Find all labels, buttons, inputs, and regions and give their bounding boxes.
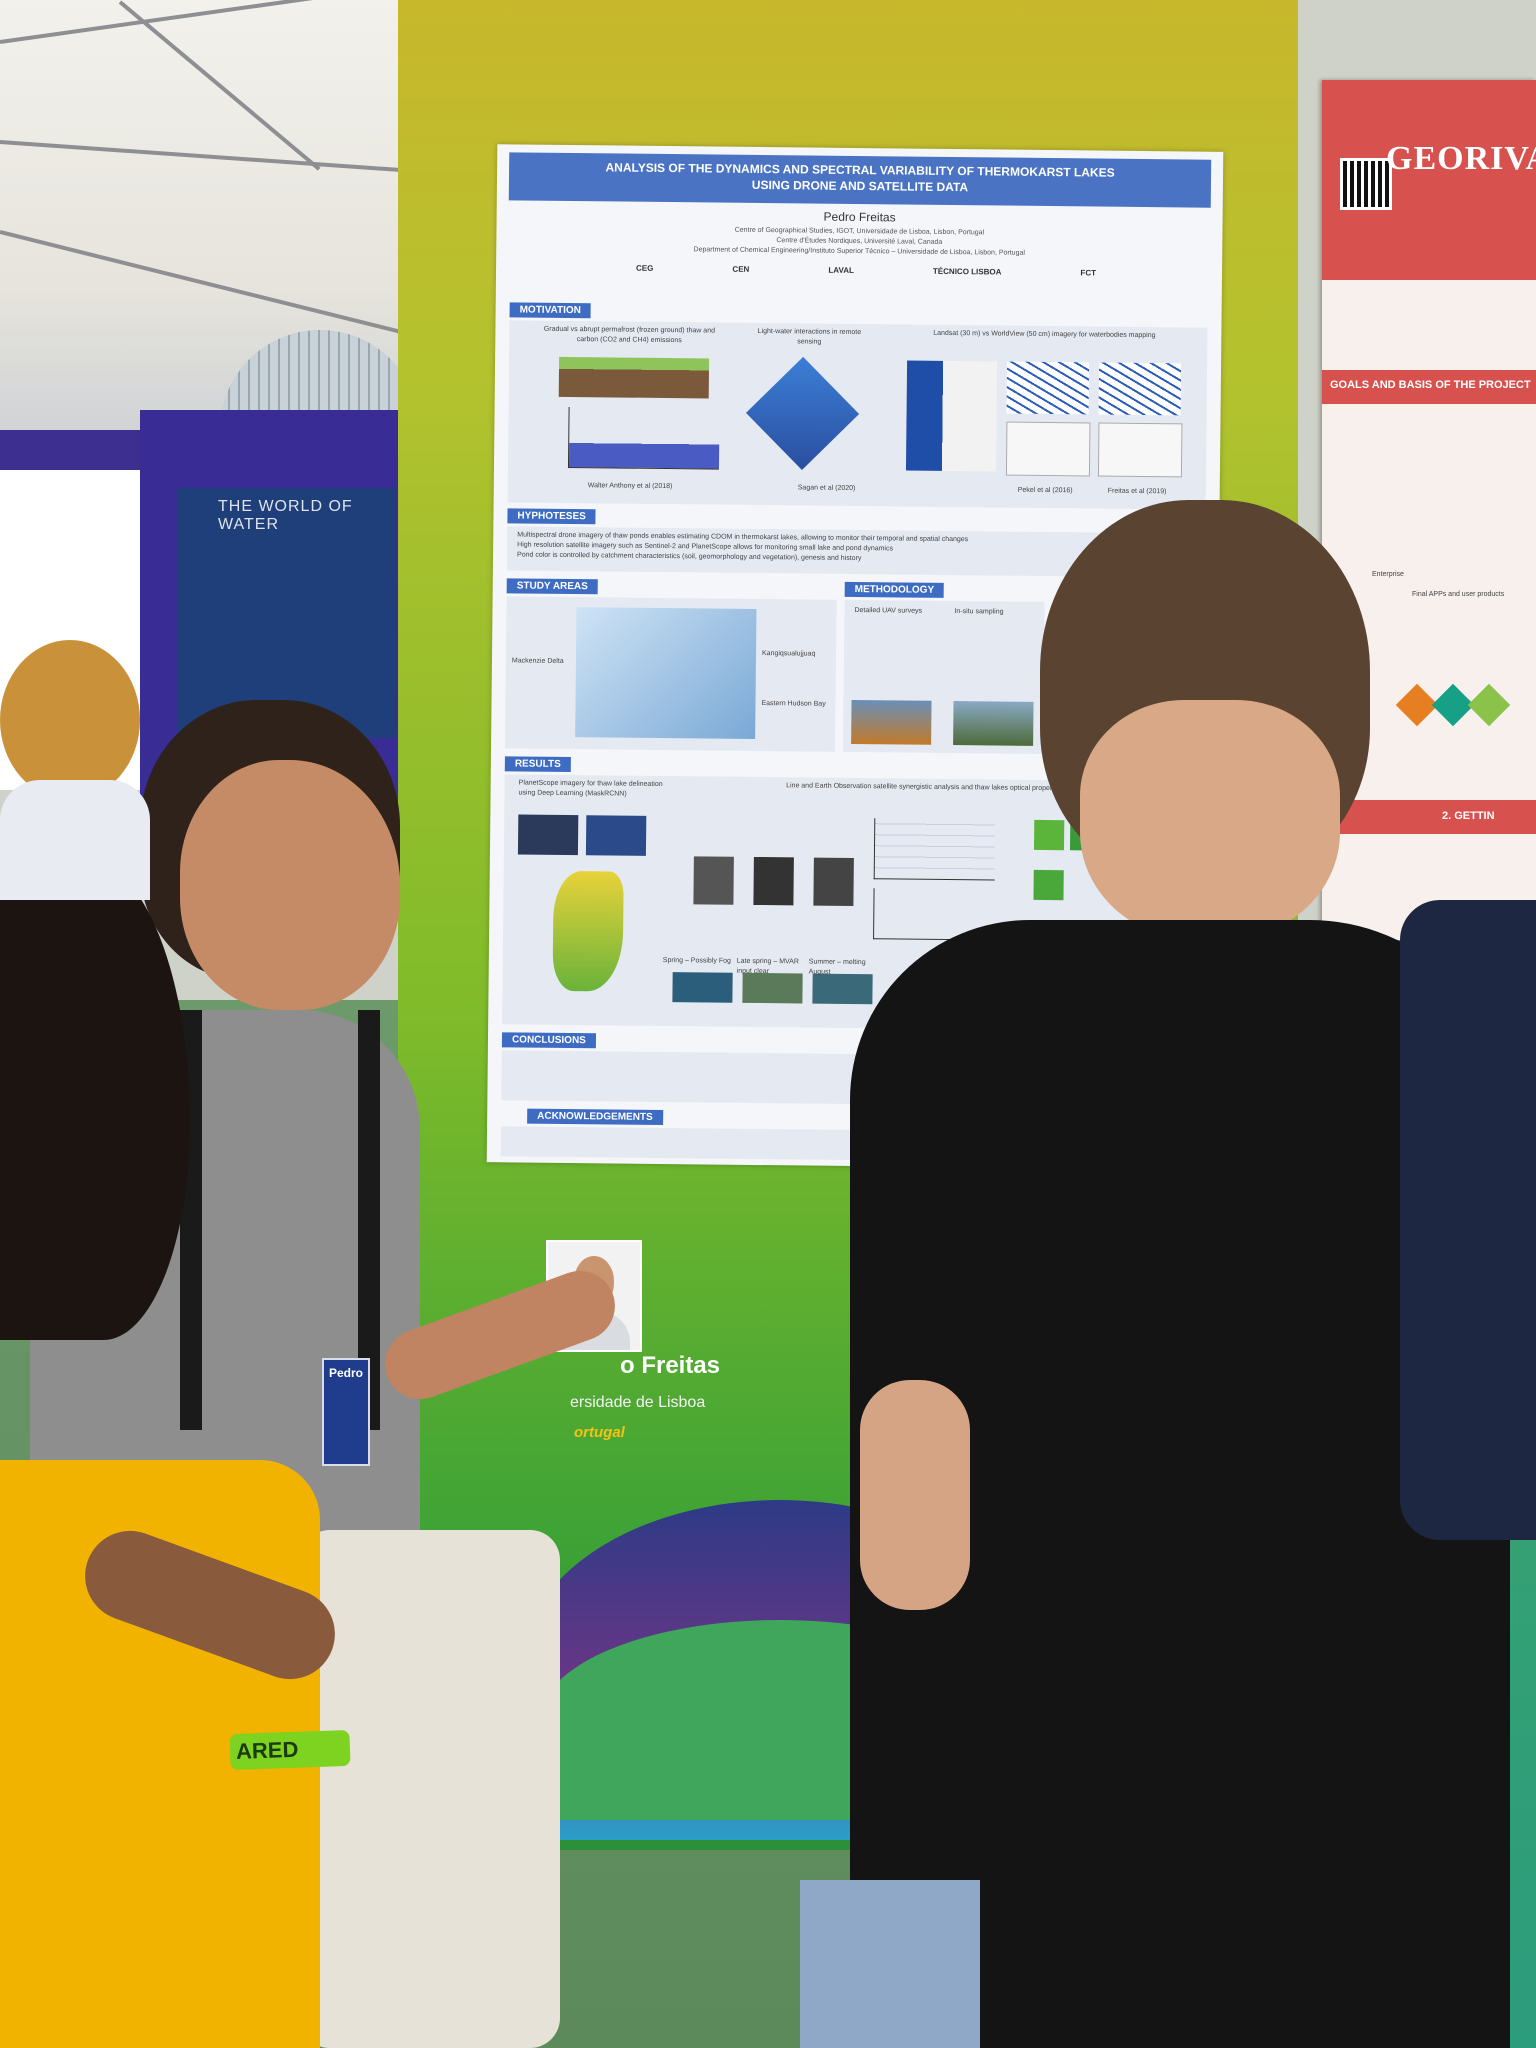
foreground-person-hair <box>0 860 190 1340</box>
motivation-reference: Sagan et al (2020) <box>797 484 856 492</box>
motivation-reference: Pekel et al (2016) <box>1017 486 1073 495</box>
season-photo <box>812 973 873 1005</box>
georivas-poster: GEORIVAS GOALS AND BASIS OF THE PROJECT … <box>1322 80 1536 940</box>
study-areas-box: Mackenzie Delta Kangiqsualujjuaq Eastern… <box>505 596 837 752</box>
drone-image <box>813 857 854 906</box>
motivation-reference: Walter Anthony et al (2018) <box>587 482 673 491</box>
event-wristband: ARED <box>229 1729 351 1771</box>
season-label: Late spring – MVAR input clear <box>736 957 799 976</box>
season-photo <box>742 972 803 1004</box>
section-acknowledgements: ACKNOWLEDGEMENTS <box>527 1108 663 1126</box>
worldview-map <box>1006 361 1090 415</box>
section-motivation: MOTIVATION <box>509 302 591 319</box>
light-water-diagram <box>745 356 860 471</box>
emissions-histogram <box>567 406 720 470</box>
method-label: Detailed UAV surveys <box>854 606 923 615</box>
presenter-university: ersidade de Lisboa <box>570 1394 706 1411</box>
drone-image <box>753 856 794 906</box>
worldview-map <box>1005 421 1091 477</box>
listener-neck <box>1080 700 1340 940</box>
ceiling-beam <box>0 230 409 336</box>
ceiling-beam <box>0 140 420 174</box>
section-results: RESULTS <box>504 756 571 773</box>
motivation-box: Gradual vs abrupt permafrost (frozen gro… <box>507 320 1208 510</box>
uav-photo <box>851 699 932 745</box>
study-area-label: Mackenzie Delta <box>511 657 564 665</box>
lake-classification-map <box>552 870 624 992</box>
section-methodology: METHODOLOGY <box>844 581 945 598</box>
poster-title: ANALYSIS OF THE DYNAMICS AND SPECTRAL VA… <box>508 152 1212 208</box>
landsat-map <box>905 360 998 472</box>
name-badge: Pedro <box>322 1358 370 1466</box>
presenter-trousers <box>300 1530 560 2048</box>
presenter-face <box>180 760 400 1010</box>
pond-tile <box>1033 869 1064 901</box>
section-conclusions: CONCLUSIONS <box>501 1032 596 1049</box>
season-label: Spring – Possibly Fog <box>662 957 731 965</box>
sampling-photo <box>953 701 1034 746</box>
tent-ceiling <box>0 0 420 480</box>
worldview-map <box>1097 422 1183 478</box>
background-person-shirt <box>0 780 150 900</box>
satellite-tile <box>585 815 647 856</box>
listener-jeans <box>800 1880 980 2048</box>
worldview-map <box>1098 362 1182 416</box>
logo-laval: LAVAL <box>828 265 854 275</box>
methodology-box: Detailed UAV surveys In-situ sampling <box>843 599 1045 754</box>
study-area-map <box>575 607 757 739</box>
qr-code-icon <box>1340 158 1392 210</box>
presenter-country: ortugal <box>574 1424 625 1441</box>
permafrost-diagram <box>558 356 710 399</box>
background-poster-title: THE WORLD OF WATER <box>218 498 353 533</box>
background-poster: THE WORLD OF WATER <box>178 488 396 738</box>
georivas-label: Final APPs and user products <box>1412 591 1505 598</box>
listener-jacket <box>1400 900 1536 1540</box>
satellite-tile <box>517 814 579 856</box>
season-photo <box>672 972 733 1003</box>
logo-tecnico: TÉCNICO LISBOA <box>932 266 1002 277</box>
results-caption: PlanetScope imagery for thaw lake deline… <box>518 779 663 798</box>
logo-cen: CEN <box>732 264 750 274</box>
method-label: In-situ sampling <box>954 608 1004 616</box>
georivas-title: GEORIVAS <box>1386 140 1536 177</box>
spectral-chart <box>873 818 996 881</box>
georivas-section-title: GOALS AND BASIS OF THE PROJECT <box>1322 370 1536 404</box>
georivas-label: Enterprise <box>1372 571 1404 578</box>
ceiling-beam <box>0 0 417 44</box>
presenter-name: o Freitas <box>620 1352 721 1379</box>
study-area-label: Kangiqsualujjuaq <box>761 650 816 658</box>
logo-ceg: CEG <box>636 263 654 273</box>
background-person-hair <box>0 640 140 800</box>
season-label: Summer – melting August <box>808 958 866 976</box>
motivation-caption: Gradual vs abrupt permafrost (frozen gro… <box>543 325 716 345</box>
poster-logos: CEG CEN LAVAL TÉCNICO LISBOA FCT <box>636 264 1096 278</box>
motivation-reference: Freitas et al (2019) <box>1107 487 1167 496</box>
study-area-label: Eastern Hudson Bay <box>761 700 826 708</box>
app-icon <box>1467 683 1511 727</box>
motivation-caption: Light-water interactions in remote sensi… <box>757 327 862 346</box>
drone-image <box>693 856 734 905</box>
section-study-areas: STUDY AREAS <box>506 578 598 595</box>
ceiling-beam <box>118 0 321 171</box>
georivas-section-2: 2. GETTIN <box>1322 800 1536 834</box>
section-hypotheses: HYPHOTESES <box>507 508 596 525</box>
motivation-caption: Landsat (30 m) vs WorldView (50 cm) imag… <box>933 329 1156 340</box>
pond-tile <box>1033 819 1065 851</box>
logo-fct: FCT <box>1080 268 1097 278</box>
listener-arm <box>860 1380 970 1610</box>
